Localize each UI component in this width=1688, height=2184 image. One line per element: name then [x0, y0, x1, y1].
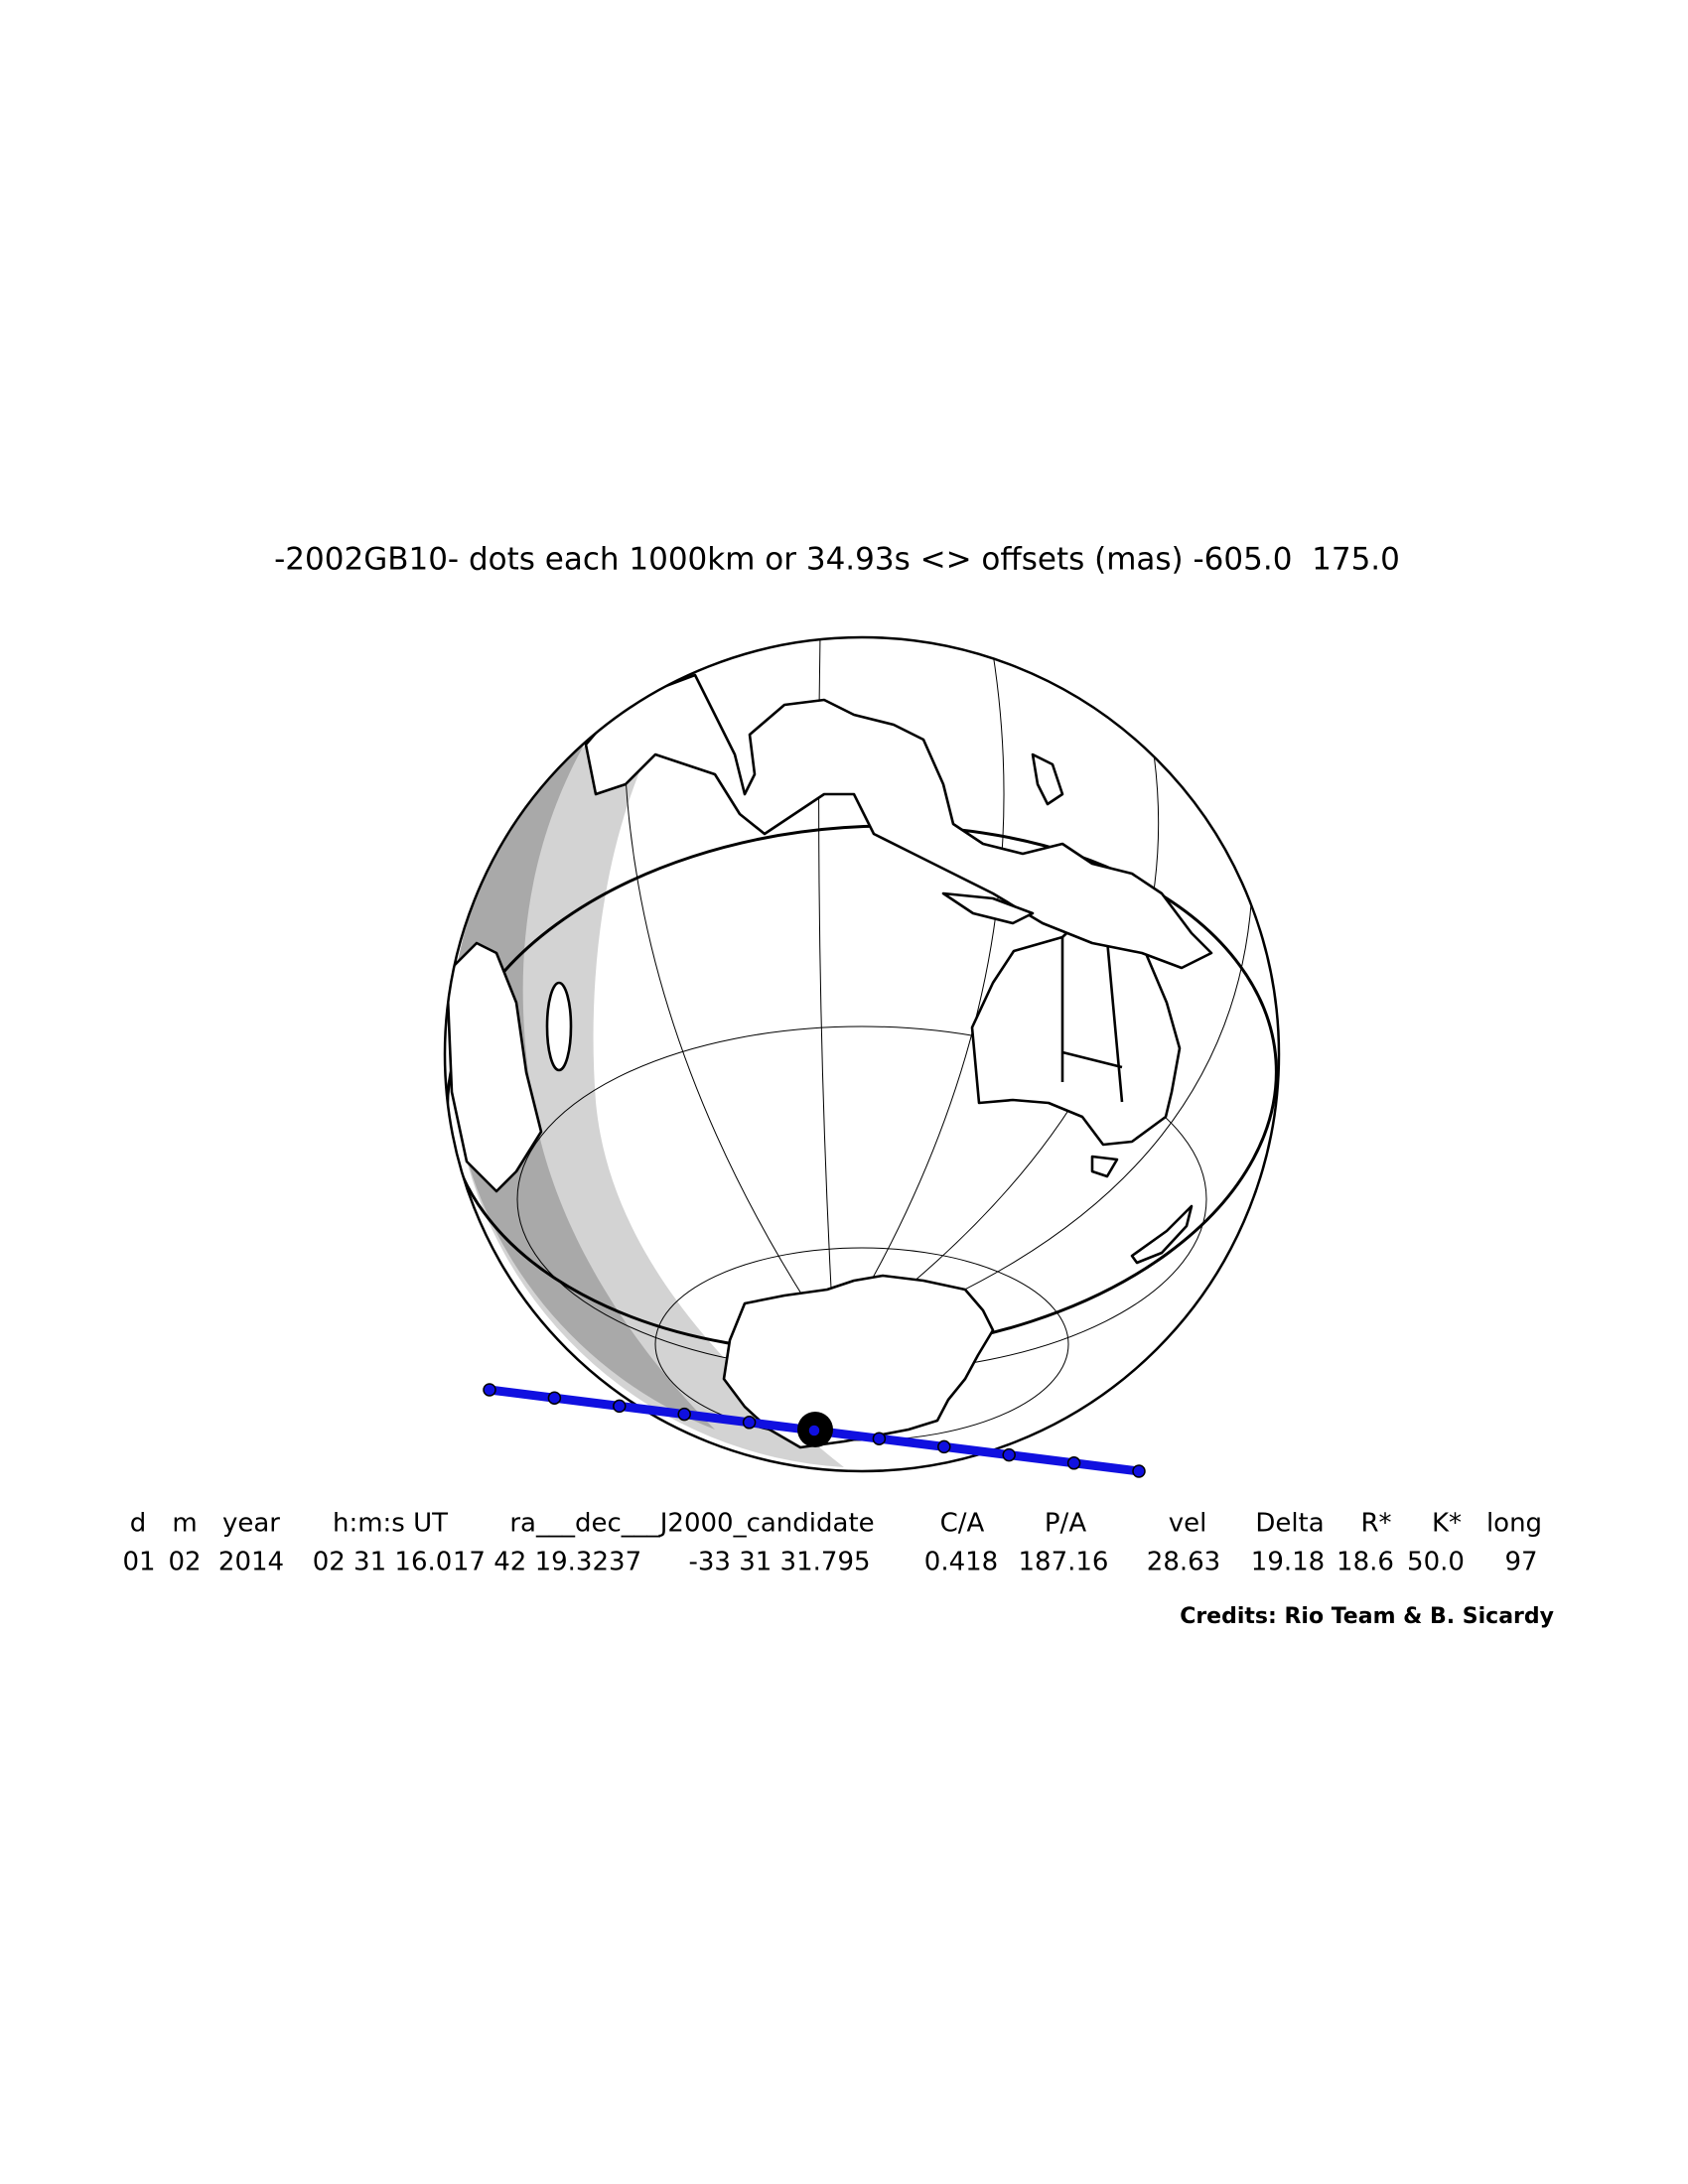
table-value: 02 [168, 1548, 201, 1577]
table-value: 28.63 [1147, 1548, 1220, 1577]
table-header: m [172, 1509, 197, 1539]
madagascar [545, 981, 573, 1072]
table-header: h:m:s UT [333, 1509, 448, 1539]
track-dot [742, 1416, 757, 1430]
occultation-track [483, 1383, 1146, 1478]
asia [584, 673, 1213, 970]
title: -2002GB10- dots each 1000km or 34.93s <>… [274, 542, 1400, 578]
africa [445, 941, 543, 1193]
table-header: Delta [1255, 1509, 1324, 1539]
table-value: 18.6 [1336, 1548, 1394, 1577]
track-dot [807, 1424, 821, 1437]
globe [443, 635, 1281, 1473]
table-value: 19.18 [1251, 1548, 1325, 1577]
globe-outline [443, 635, 1281, 1473]
credits: Credits: Rio Team & B. Sicardy [1180, 1604, 1554, 1629]
table-value: 2014 [218, 1548, 284, 1577]
track-dot [547, 1391, 562, 1405]
table-header: long [1486, 1509, 1542, 1539]
table-value: 17 42 19.3237 [453, 1548, 641, 1577]
track-dot [613, 1399, 627, 1414]
track-dot [483, 1383, 496, 1397]
table-header: vel [1169, 1509, 1207, 1539]
night-shade-dark [450, 725, 715, 1430]
philippines [1031, 752, 1064, 806]
meridian [833, 637, 1005, 1345]
table-value: 0.418 [924, 1548, 998, 1577]
indonesia [941, 891, 1035, 925]
table-header: K* [1432, 1509, 1462, 1539]
track-dot [1066, 1456, 1081, 1470]
table-value: 50.0 [1407, 1548, 1465, 1577]
table-value: -33 31 31.795 [688, 1548, 870, 1577]
table-header: R* [1360, 1509, 1391, 1539]
track-dot [1002, 1447, 1016, 1462]
table-header: d [130, 1509, 147, 1539]
track-dot [937, 1439, 951, 1454]
table-value: 02 31 16.0 [313, 1548, 453, 1577]
track-dot [677, 1407, 691, 1422]
table-value: 187.16 [1019, 1548, 1109, 1577]
table-header: P/A [1045, 1509, 1086, 1539]
table-value: 97 [1504, 1548, 1537, 1577]
table-value: 01 [122, 1548, 155, 1577]
track-dot [872, 1432, 887, 1445]
tasmania [1090, 1155, 1119, 1178]
track-dot [1132, 1464, 1146, 1478]
table-header: C/A [940, 1509, 985, 1539]
table-header: ra___dec___J2000_candidate [509, 1509, 874, 1539]
new-zealand [1130, 1204, 1194, 1265]
table-header: year [222, 1509, 280, 1539]
globe-disc [445, 637, 1279, 1471]
